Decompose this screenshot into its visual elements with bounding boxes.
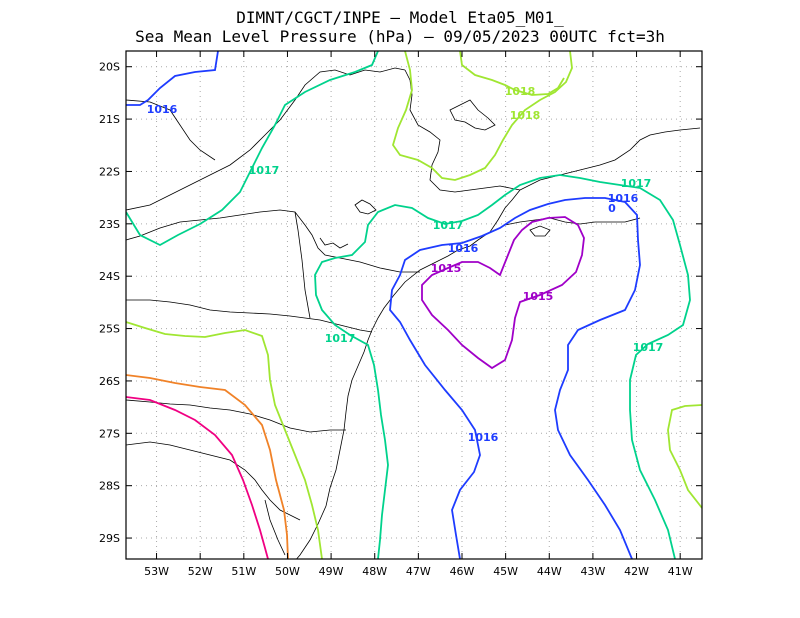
- contour-label-1015-b: 1015: [523, 290, 554, 303]
- tick-label-lon-10: 43W: [580, 565, 605, 578]
- tick-label-lat-2: 22S: [99, 165, 120, 178]
- tick-label-lon-5: 48W: [362, 565, 387, 578]
- axes: 53W 52W 51W 50W 49W 48W 47W 46W 45W 44W 43W 42W 41W 2…: [99, 51, 702, 578]
- contour-label-1017-b: 1017: [433, 219, 464, 232]
- tick-label-lon-4: 49W: [319, 565, 344, 578]
- tick-label-lon-6: 47W: [406, 565, 431, 578]
- chart-title-line1: DIMNT/CGCT/INPE – Model Eta05_M01_: [236, 8, 564, 27]
- contour-1018-sw: [126, 321, 323, 559]
- state-border-5: [126, 399, 346, 433]
- plot-area: [126, 51, 702, 559]
- tick-label-lon-3: 50W: [275, 565, 300, 578]
- contour-1015: [421, 216, 585, 370]
- contour-label-1017-e: 1017: [633, 341, 664, 354]
- contour-label-1016-c: 0: [608, 202, 616, 215]
- inlet-1: [319, 237, 349, 249]
- island: [529, 225, 551, 237]
- tick-label-lon-9: 44W: [537, 565, 562, 578]
- tick-label-lon-11: 42W: [624, 565, 649, 578]
- inland-lake: [449, 99, 496, 131]
- inlet-2: [354, 199, 377, 215]
- border-west: [126, 99, 216, 161]
- grid-lines: [126, 51, 702, 559]
- tick-label-lon-8: 45W: [493, 565, 518, 578]
- contour-label-1018-a: 1018: [505, 85, 536, 98]
- contour-1016-nw: [126, 51, 219, 106]
- contour-label-1015-a: 1015: [431, 262, 462, 275]
- tick-label-lon-2: 51W: [231, 565, 256, 578]
- chart-title-line2: Sea Mean Level Pressure (hPa) – 09/05/20…: [135, 27, 665, 46]
- tick-label-lat-9: 29S: [99, 532, 120, 545]
- contour-1016: [389, 197, 641, 559]
- tick-label-lon-1: 52W: [188, 565, 213, 578]
- contour-1018-n: [392, 51, 573, 181]
- contour-label-1017-a: 1017: [249, 164, 280, 177]
- tick-label-lat-0: 20S: [99, 61, 120, 74]
- tick-label-lat-6: 26S: [99, 375, 120, 388]
- contour-1019: [126, 374, 289, 559]
- tick-label-lon-7: 46W: [450, 565, 475, 578]
- contour-label-1017-c: 1017: [621, 177, 652, 190]
- tick-label-lat-4: 24S: [99, 270, 120, 283]
- state-border-2: [126, 67, 406, 211]
- tick-label-lon-12: 41W: [668, 565, 693, 578]
- plot-frame: [125, 50, 703, 560]
- contour-label-1016-d: 1016: [448, 242, 479, 255]
- contour-1017: [126, 51, 379, 247]
- coastline-main: [296, 189, 521, 559]
- contour-labels: 1016 1017 1018 1018 1017 1017 1016 0 101…: [147, 85, 664, 444]
- contours: [126, 51, 702, 559]
- tick-label-lat-7: 27S: [99, 427, 120, 440]
- coastline-bay: [504, 217, 641, 226]
- contour-label-1016-b: 1016: [608, 192, 639, 205]
- contour-1017-b: [314, 174, 691, 559]
- contour-label-1016-e: 1016: [468, 431, 499, 444]
- contour-1020: [126, 396, 269, 559]
- tick-label-lat-1: 21S: [99, 113, 120, 126]
- tick-label-lat-3: 23S: [99, 218, 120, 231]
- contour-1018-nn: [459, 51, 565, 96]
- state-border-1: [404, 69, 521, 193]
- state-border-6: [126, 441, 301, 521]
- contour-label-1016-a: 1016: [147, 103, 178, 116]
- tick-label-lat-8: 28S: [99, 480, 120, 493]
- tick-label-lon-0: 53W: [144, 565, 169, 578]
- contour-1018-e: [667, 404, 702, 509]
- river-1: [294, 211, 311, 319]
- coastlines: [126, 67, 701, 559]
- state-border-4: [126, 299, 373, 333]
- contour-label-1017-d: 1017: [325, 332, 356, 345]
- contour-label-1018-b: 1018: [510, 109, 541, 122]
- tick-label-lat-5: 25S: [99, 323, 120, 336]
- south-coast: [264, 499, 286, 556]
